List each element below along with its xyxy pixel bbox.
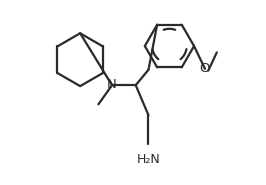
Text: O: O (200, 62, 210, 75)
Text: N: N (107, 78, 117, 91)
Text: H₂N: H₂N (137, 153, 160, 166)
